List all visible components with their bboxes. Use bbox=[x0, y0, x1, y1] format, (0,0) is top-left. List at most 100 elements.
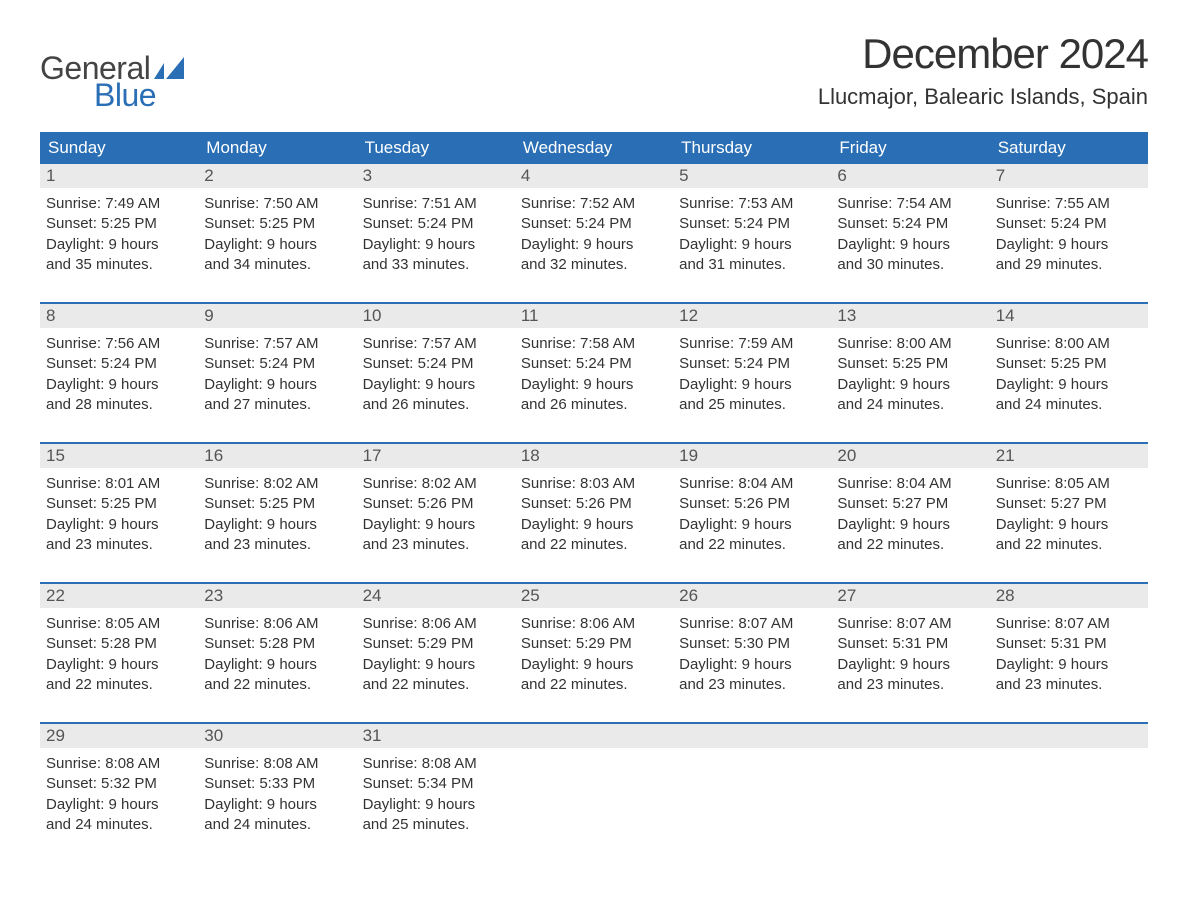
day-number: 12 bbox=[673, 304, 831, 328]
day-header: Monday bbox=[198, 132, 356, 164]
sunrise-text: Sunrise: 8:04 AM bbox=[679, 474, 825, 494]
day-cell: Sunrise: 7:51 AMSunset: 5:24 PMDaylight:… bbox=[357, 188, 515, 288]
day-cell bbox=[831, 748, 989, 848]
header: General Blue December 2024 Llucmajor, Ba… bbox=[40, 30, 1148, 114]
day-number: 11 bbox=[515, 304, 673, 328]
day-number: 25 bbox=[515, 584, 673, 608]
day-cell: Sunrise: 7:56 AMSunset: 5:24 PMDaylight:… bbox=[40, 328, 198, 428]
content-row: Sunrise: 7:49 AMSunset: 5:25 PMDaylight:… bbox=[40, 188, 1148, 288]
daylight-text-1: Daylight: 9 hours bbox=[837, 655, 983, 675]
day-number: 27 bbox=[831, 584, 989, 608]
day-number: 14 bbox=[990, 304, 1148, 328]
content-row: Sunrise: 8:01 AMSunset: 5:25 PMDaylight:… bbox=[40, 468, 1148, 568]
day-cell: Sunrise: 8:05 AMSunset: 5:28 PMDaylight:… bbox=[40, 608, 198, 708]
day-number: 20 bbox=[831, 444, 989, 468]
sunrise-text: Sunrise: 7:54 AM bbox=[837, 194, 983, 214]
day-number: 4 bbox=[515, 164, 673, 188]
daylight-text-2: and 30 minutes. bbox=[837, 255, 983, 275]
day-number: 8 bbox=[40, 304, 198, 328]
sunset-text: Sunset: 5:24 PM bbox=[363, 354, 509, 374]
daylight-text-2: and 22 minutes. bbox=[521, 675, 667, 695]
day-number: 5 bbox=[673, 164, 831, 188]
content-row: Sunrise: 8:05 AMSunset: 5:28 PMDaylight:… bbox=[40, 608, 1148, 708]
daylight-text-1: Daylight: 9 hours bbox=[521, 375, 667, 395]
day-cell: Sunrise: 8:06 AMSunset: 5:28 PMDaylight:… bbox=[198, 608, 356, 708]
daylight-text-1: Daylight: 9 hours bbox=[837, 235, 983, 255]
sunrise-text: Sunrise: 7:53 AM bbox=[679, 194, 825, 214]
day-cell: Sunrise: 7:54 AMSunset: 5:24 PMDaylight:… bbox=[831, 188, 989, 288]
sunrise-text: Sunrise: 7:49 AM bbox=[46, 194, 192, 214]
daylight-text-2: and 22 minutes. bbox=[363, 675, 509, 695]
logo-text-blue: Blue bbox=[94, 77, 184, 114]
week: 1234567Sunrise: 7:49 AMSunset: 5:25 PMDa… bbox=[40, 164, 1148, 288]
daylight-text-2: and 33 minutes. bbox=[363, 255, 509, 275]
daylight-text-2: and 26 minutes. bbox=[521, 395, 667, 415]
sunrise-text: Sunrise: 8:06 AM bbox=[521, 614, 667, 634]
day-number: 31 bbox=[357, 724, 515, 748]
sunset-text: Sunset: 5:27 PM bbox=[837, 494, 983, 514]
day-number: 9 bbox=[198, 304, 356, 328]
day-cell: Sunrise: 8:00 AMSunset: 5:25 PMDaylight:… bbox=[831, 328, 989, 428]
sunrise-text: Sunrise: 8:08 AM bbox=[363, 754, 509, 774]
day-cell: Sunrise: 8:08 AMSunset: 5:33 PMDaylight:… bbox=[198, 748, 356, 848]
day-number: 26 bbox=[673, 584, 831, 608]
day-number: 24 bbox=[357, 584, 515, 608]
sunrise-text: Sunrise: 8:06 AM bbox=[363, 614, 509, 634]
day-cell bbox=[515, 748, 673, 848]
day-number: 7 bbox=[990, 164, 1148, 188]
sunset-text: Sunset: 5:24 PM bbox=[46, 354, 192, 374]
sunrise-text: Sunrise: 8:07 AM bbox=[679, 614, 825, 634]
daylight-text-1: Daylight: 9 hours bbox=[679, 515, 825, 535]
sunset-text: Sunset: 5:25 PM bbox=[837, 354, 983, 374]
day-number: 17 bbox=[357, 444, 515, 468]
sunset-text: Sunset: 5:28 PM bbox=[204, 634, 350, 654]
sunrise-text: Sunrise: 8:04 AM bbox=[837, 474, 983, 494]
daylight-text-2: and 24 minutes. bbox=[837, 395, 983, 415]
daylight-text-1: Daylight: 9 hours bbox=[204, 655, 350, 675]
daylight-text-1: Daylight: 9 hours bbox=[46, 375, 192, 395]
day-cell: Sunrise: 7:59 AMSunset: 5:24 PMDaylight:… bbox=[673, 328, 831, 428]
day-cell bbox=[673, 748, 831, 848]
day-number: 19 bbox=[673, 444, 831, 468]
sunrise-text: Sunrise: 7:51 AM bbox=[363, 194, 509, 214]
sunrise-text: Sunrise: 8:02 AM bbox=[204, 474, 350, 494]
daylight-text-1: Daylight: 9 hours bbox=[363, 795, 509, 815]
sunrise-text: Sunrise: 7:58 AM bbox=[521, 334, 667, 354]
day-cell: Sunrise: 8:06 AMSunset: 5:29 PMDaylight:… bbox=[515, 608, 673, 708]
day-header: Thursday bbox=[673, 132, 831, 164]
daylight-text-1: Daylight: 9 hours bbox=[46, 655, 192, 675]
day-cell: Sunrise: 7:57 AMSunset: 5:24 PMDaylight:… bbox=[357, 328, 515, 428]
sunrise-text: Sunrise: 7:57 AM bbox=[363, 334, 509, 354]
daylight-text-1: Daylight: 9 hours bbox=[996, 235, 1142, 255]
day-number: 15 bbox=[40, 444, 198, 468]
day-cell: Sunrise: 7:49 AMSunset: 5:25 PMDaylight:… bbox=[40, 188, 198, 288]
daylight-text-1: Daylight: 9 hours bbox=[204, 795, 350, 815]
daylight-text-1: Daylight: 9 hours bbox=[521, 515, 667, 535]
sunrise-text: Sunrise: 8:08 AM bbox=[204, 754, 350, 774]
sunset-text: Sunset: 5:24 PM bbox=[204, 354, 350, 374]
daylight-text-1: Daylight: 9 hours bbox=[521, 655, 667, 675]
week: 891011121314Sunrise: 7:56 AMSunset: 5:24… bbox=[40, 302, 1148, 428]
daylight-text-2: and 22 minutes. bbox=[204, 675, 350, 695]
logo: General Blue bbox=[40, 50, 184, 114]
daylight-text-1: Daylight: 9 hours bbox=[996, 655, 1142, 675]
sunrise-text: Sunrise: 8:06 AM bbox=[204, 614, 350, 634]
daylight-text-1: Daylight: 9 hours bbox=[837, 515, 983, 535]
sunrise-text: Sunrise: 7:55 AM bbox=[996, 194, 1142, 214]
daylight-text-2: and 27 minutes. bbox=[204, 395, 350, 415]
day-header: Saturday bbox=[990, 132, 1148, 164]
day-cell: Sunrise: 7:55 AMSunset: 5:24 PMDaylight:… bbox=[990, 188, 1148, 288]
day-number: 23 bbox=[198, 584, 356, 608]
daylight-text-1: Daylight: 9 hours bbox=[363, 375, 509, 395]
sunrise-text: Sunrise: 8:00 AM bbox=[837, 334, 983, 354]
location: Llucmajor, Balearic Islands, Spain bbox=[818, 84, 1148, 110]
sunset-text: Sunset: 5:29 PM bbox=[521, 634, 667, 654]
sunset-text: Sunset: 5:24 PM bbox=[679, 214, 825, 234]
day-cell: Sunrise: 8:02 AMSunset: 5:26 PMDaylight:… bbox=[357, 468, 515, 568]
daylight-text-2: and 23 minutes. bbox=[996, 675, 1142, 695]
daylight-text-2: and 24 minutes. bbox=[46, 815, 192, 835]
day-number: 18 bbox=[515, 444, 673, 468]
day-cell: Sunrise: 7:50 AMSunset: 5:25 PMDaylight:… bbox=[198, 188, 356, 288]
day-cell: Sunrise: 8:08 AMSunset: 5:34 PMDaylight:… bbox=[357, 748, 515, 848]
sunset-text: Sunset: 5:24 PM bbox=[363, 214, 509, 234]
